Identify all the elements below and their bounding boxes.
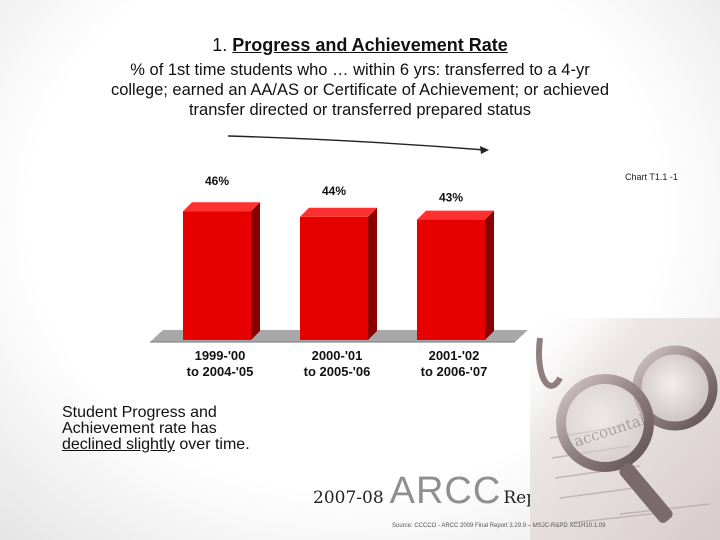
data-label: 44% xyxy=(322,184,346,198)
bar-top xyxy=(417,210,494,220)
subtitle-line: college; earned an AA/AS or Certificate … xyxy=(110,81,610,99)
subtitle-line: % of 1st time students who … within 6 yr… xyxy=(130,61,590,79)
bar-side xyxy=(368,207,377,340)
lens-handle xyxy=(619,463,673,523)
x-tick-label: to 2004-'05 xyxy=(187,364,254,379)
trend-arrow-head xyxy=(480,146,489,154)
brand-name: ARCC xyxy=(389,470,502,512)
x-tick-label: 1999-'00 xyxy=(195,348,246,363)
bar-top xyxy=(183,202,260,212)
trend-arrow-line xyxy=(227,135,486,151)
bar-side xyxy=(485,210,494,340)
note-tail: over time. xyxy=(174,436,250,453)
x-tick-label: to 2005-'06 xyxy=(304,364,371,379)
brand-year: 2007-08 xyxy=(313,488,384,508)
magnifying-glass-image: accountability xyxy=(530,318,720,540)
arcc-report-brand: 2007-08ARCCReport xyxy=(313,470,562,513)
x-tick-label: to 2006-'07 xyxy=(421,364,488,379)
note-underlined: declined slightly xyxy=(62,436,175,453)
x-tick-label: 2000-'01 xyxy=(312,348,363,363)
bar xyxy=(183,211,251,340)
lens-near xyxy=(556,374,654,472)
note-line: Achievement rate has xyxy=(62,420,217,437)
title-number: 1. xyxy=(212,35,228,55)
note-line: Student Progress and xyxy=(62,404,217,421)
data-label: 46% xyxy=(205,174,229,188)
summary-note: Student Progress and Achievement rate ha… xyxy=(62,405,292,453)
x-tick-label: 2001-'02 xyxy=(429,348,480,363)
note-line-3: declined slightly over time. xyxy=(62,437,292,453)
bar xyxy=(417,219,485,340)
data-label: 43% xyxy=(439,191,463,205)
chart-id-label: Chart T1.1 -1 xyxy=(625,172,678,182)
bar-top xyxy=(300,207,377,217)
source-note: Source: CCCCO - ARCC 2009 Final Report 3… xyxy=(392,523,606,529)
slide-subtitle: % of 1st time students who … within 6 yr… xyxy=(70,60,650,120)
bar-side xyxy=(251,202,260,340)
title-text: Progress and Achievement Rate xyxy=(232,35,508,55)
slide-title: 1. Progress and Achievement Rate xyxy=(0,35,720,56)
subtitle-line: transfer directed or transferred prepare… xyxy=(188,101,532,119)
bar xyxy=(300,216,368,340)
